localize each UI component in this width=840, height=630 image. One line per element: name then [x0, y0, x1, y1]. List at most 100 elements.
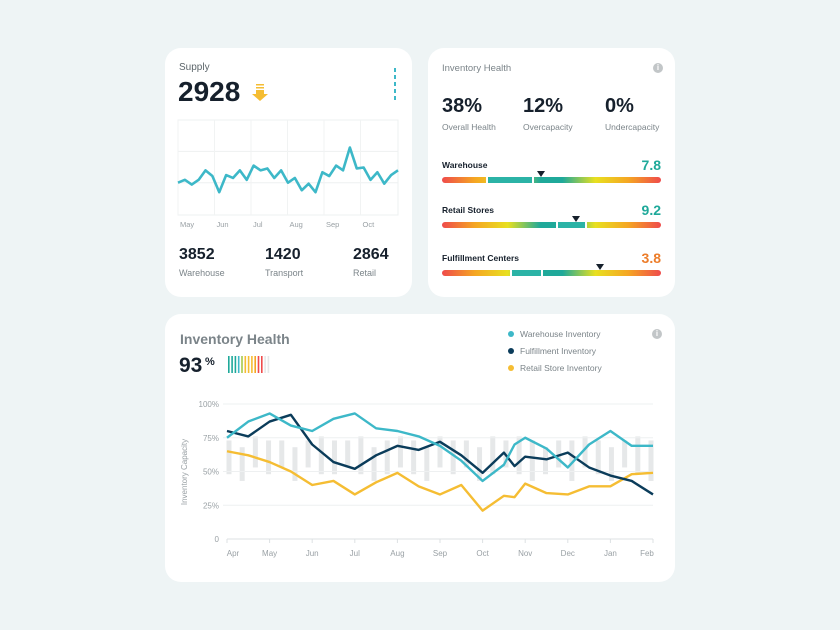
health-stripe — [241, 356, 243, 373]
x-tick-label: Oct — [476, 549, 489, 558]
health-gauge — [442, 222, 661, 228]
health-stripes — [228, 356, 270, 373]
month-label: Aug — [290, 220, 303, 229]
range-bar — [318, 436, 324, 475]
range-bar — [371, 447, 377, 481]
range-bar — [424, 447, 430, 481]
supply-chart: May Jun Jul Aug Sep Oct — [177, 119, 399, 229]
legend-label: Warehouse Inventory — [520, 329, 601, 339]
supply-value: 2928 — [178, 76, 241, 107]
x-tick-label: Jul — [350, 549, 360, 558]
legend-dot — [508, 365, 514, 371]
health-title: Inventory Health — [442, 63, 512, 74]
legend-dot — [508, 331, 514, 337]
range-bar — [556, 440, 562, 468]
series-line-0 — [226, 412, 653, 483]
x-tick-label: May — [262, 549, 277, 558]
x-tick-label: Aug — [390, 549, 404, 558]
health-stripe — [247, 356, 250, 373]
range-bar — [437, 436, 443, 468]
line-chart: 0 25% 50% 75% 100% Apr May Jun Jul Aug Sep Oct Nov De… — [180, 400, 654, 558]
range-bar — [358, 436, 364, 475]
range-bar — [226, 440, 232, 475]
range-bar — [345, 440, 351, 468]
x-tick-label: Jun — [306, 549, 319, 558]
gauge-marker — [536, 171, 545, 177]
month-label: Jul — [253, 220, 263, 229]
range-bar — [608, 447, 614, 481]
health-stripe — [234, 356, 237, 373]
series-line-2 — [226, 450, 654, 512]
health-stripe — [237, 356, 240, 373]
health-stripe — [267, 356, 270, 373]
stat-label: Transport — [265, 268, 304, 278]
health-stripe — [264, 356, 266, 373]
stat-label: Retail — [353, 268, 377, 278]
health-stripe — [231, 356, 233, 373]
gauge-marker — [571, 216, 580, 222]
legend-dot — [508, 348, 514, 354]
range-bar — [543, 447, 548, 475]
inventory-health-chart-card: Inventory Health 93 % i Warehouse Invent… — [165, 314, 675, 582]
chart-title: Inventory Health — [180, 331, 290, 347]
month-label: Oct — [363, 220, 376, 229]
range-bar — [332, 440, 337, 475]
kpi-value: 12% — [523, 95, 564, 117]
month-label: May — [180, 220, 194, 229]
row-score: 3.8 — [641, 250, 661, 266]
series-line-1 — [226, 413, 654, 496]
info-icon[interactable]: i — [653, 63, 663, 73]
health-stripe — [228, 356, 230, 373]
supply-title: Supply — [179, 62, 210, 73]
legend-item[interactable]: Warehouse Inventory — [508, 329, 600, 339]
health-gauge — [442, 177, 661, 183]
y-axis-label: Inventory Capacity — [180, 439, 189, 505]
range-bar — [595, 440, 601, 475]
health-stripe — [251, 356, 253, 373]
range-bar — [279, 440, 285, 468]
health-stripe — [261, 356, 263, 373]
health-stripe — [254, 356, 256, 373]
health-stripe — [244, 356, 247, 373]
stat-value: 2864 — [353, 246, 389, 263]
gauge-segment — [485, 177, 534, 183]
supply-card: Supply 2928 May Jun Jul Aug Sep Oct 3852 Wareh… — [165, 48, 412, 297]
range-bar — [252, 436, 258, 468]
range-bar — [463, 440, 469, 468]
row-score: 9.2 — [641, 202, 661, 218]
range-bar — [622, 440, 628, 468]
headline-value: 93 — [179, 354, 203, 377]
x-tick-label: Jan — [604, 549, 617, 558]
legend-item[interactable]: Retail Store Inventory — [508, 363, 602, 373]
kpi-label: Overcapacity — [523, 122, 573, 132]
range-bar — [635, 436, 641, 475]
legend-item[interactable]: Fulfillment Inventory — [508, 346, 596, 356]
y-tick-label: 25% — [203, 501, 219, 510]
row-label: Retail Stores — [442, 205, 494, 215]
info-icon[interactable]: i — [652, 329, 662, 339]
range-bar — [292, 447, 298, 481]
y-tick-label: 50% — [203, 468, 219, 477]
month-label: Jun — [217, 220, 229, 229]
gauge-segment — [555, 222, 587, 228]
supply-line — [177, 146, 399, 194]
range-bar — [397, 436, 403, 468]
range-bar — [305, 440, 311, 468]
legend-label: Fulfillment Inventory — [520, 346, 597, 356]
stat-label: Warehouse — [179, 268, 225, 278]
range-bar — [477, 447, 483, 481]
x-tick-label: Feb — [640, 549, 654, 558]
inventory-health-card: Inventory Health i 38% Overall Health 12% O… — [428, 48, 675, 297]
legend-label: Retail Store Inventory — [520, 363, 602, 373]
range-bar — [384, 440, 390, 475]
row-label: Warehouse — [442, 160, 488, 170]
x-tick-label: Dec — [561, 549, 575, 558]
kpi-value: 0% — [605, 95, 634, 117]
range-bar — [516, 436, 522, 475]
menu-handle[interactable] — [394, 68, 396, 102]
range-bar — [450, 440, 456, 475]
y-tick-label: 100% — [199, 400, 219, 409]
range-bar — [490, 436, 496, 475]
gauge-segment — [509, 270, 543, 276]
headline-unit: % — [205, 356, 215, 368]
